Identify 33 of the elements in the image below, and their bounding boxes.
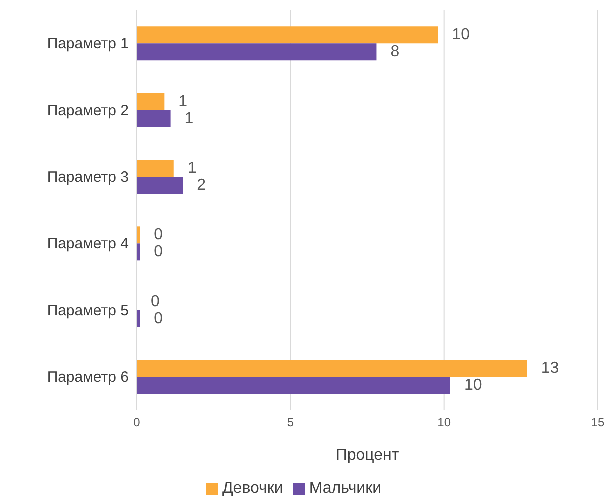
data-label: 10 (464, 377, 482, 394)
y-tick-label: Параметр 3 (47, 168, 129, 186)
y-tick-label: Параметр 6 (47, 368, 129, 386)
bar (137, 160, 174, 177)
data-label: 1 (178, 93, 188, 110)
data-label: 0 (154, 244, 164, 261)
y-tick-label: Параметр 2 (47, 102, 129, 120)
bar (137, 177, 184, 194)
x-tick-label: 5 (287, 416, 294, 430)
y-tick-label: Параметр 4 (47, 236, 129, 253)
data-label: 8 (390, 44, 400, 61)
x-axis-title: Процент (336, 447, 400, 464)
data-label: 13 (541, 360, 560, 377)
data-label: 2 (197, 177, 206, 194)
bar (137, 377, 450, 394)
bar (137, 360, 528, 377)
bar (137, 44, 377, 61)
x-tick-label: 0 (134, 416, 141, 430)
y-tick-label: Параметр 5 (47, 302, 129, 320)
data-label: 10 (452, 26, 470, 44)
x-tick-label: 15 (591, 416, 605, 430)
data-label: 1 (184, 110, 194, 128)
y-tick-label: Параметр 1 (47, 36, 129, 53)
legend-label: Девочки (222, 480, 284, 497)
bar (137, 93, 165, 110)
data-label: 0 (151, 293, 160, 310)
data-label: 0 (154, 310, 164, 328)
data-label: 0 (154, 226, 164, 244)
bar (137, 110, 171, 128)
data-label: 1 (188, 160, 197, 177)
legend-label: Мальчики (309, 480, 382, 497)
x-tick-label: 10 (438, 416, 452, 430)
bar (137, 26, 438, 44)
